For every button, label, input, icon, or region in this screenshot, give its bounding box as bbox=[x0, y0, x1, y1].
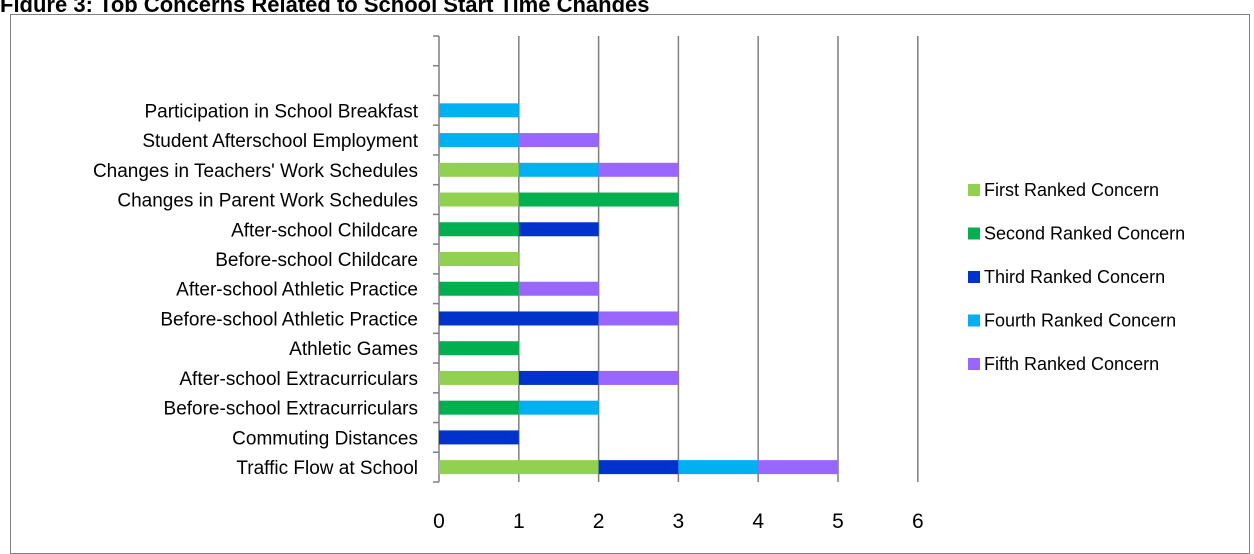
bar-segment bbox=[518, 400, 599, 415]
category-label: After-school Extracurriculars bbox=[179, 369, 418, 390]
bar-segment bbox=[598, 370, 679, 385]
category-label: After-school Athletic Practice bbox=[176, 280, 418, 301]
bar-segment bbox=[439, 162, 519, 177]
bar-segment bbox=[439, 311, 599, 326]
legend-label: Third Ranked Concern bbox=[984, 267, 1165, 287]
legend-label: First Ranked Concern bbox=[984, 180, 1159, 200]
x-tick-label: 5 bbox=[832, 510, 844, 533]
category-label: Before-school Athletic Practice bbox=[160, 309, 418, 330]
category-label: Traffic Flow at School bbox=[236, 458, 418, 479]
bar-segment bbox=[439, 400, 519, 415]
bar-segment bbox=[518, 133, 599, 148]
bar-segment bbox=[439, 133, 519, 148]
legend-swatch bbox=[968, 314, 980, 327]
category-axis bbox=[433, 35, 440, 483]
category-label: Student Afterschool Employment bbox=[142, 131, 418, 152]
legend: First Ranked Concern Second Ranked Concer… bbox=[968, 180, 1185, 374]
x-tick-label: 2 bbox=[593, 510, 605, 533]
bar-segment bbox=[439, 281, 519, 296]
page-title: Figure 3: Top Concerns Related to School… bbox=[0, 0, 1254, 12]
category-label: Athletic Games bbox=[289, 339, 418, 360]
bar-segment bbox=[518, 192, 679, 207]
bar-segment bbox=[439, 341, 519, 356]
bar-segment bbox=[439, 222, 519, 237]
legend-swatch bbox=[968, 358, 980, 370]
bar-segment bbox=[598, 311, 679, 326]
category-label: Participation in School Breakfast bbox=[144, 101, 418, 122]
category-label: Commuting Distances bbox=[232, 428, 418, 449]
legend-swatch bbox=[968, 271, 980, 283]
bar-segment bbox=[518, 370, 599, 385]
category-label: Changes in Teachers' Work Schedules bbox=[93, 161, 418, 182]
bar-segment bbox=[758, 460, 838, 475]
bar-segment bbox=[439, 460, 599, 475]
legend-label: Fifth Ranked Concern bbox=[984, 354, 1159, 374]
x-tick-labels: 0 1 2 3 4 5 6 bbox=[433, 510, 923, 533]
bars bbox=[439, 103, 838, 475]
bar-segment bbox=[439, 192, 519, 207]
legend-label: Second Ranked Concern bbox=[984, 224, 1185, 244]
category-label: Changes in Parent Work Schedules bbox=[117, 191, 418, 212]
bar-segment bbox=[518, 281, 599, 296]
x-tick-label: 4 bbox=[752, 510, 764, 533]
legend-label: Fourth Ranked Concern bbox=[984, 311, 1176, 331]
category-label: Before-school Childcare bbox=[215, 250, 418, 271]
bar-segment bbox=[439, 430, 519, 445]
bar-segment bbox=[439, 103, 519, 118]
x-tick-label: 1 bbox=[513, 510, 525, 533]
legend-swatch bbox=[968, 227, 980, 240]
category-label: Before-school Extracurriculars bbox=[164, 399, 418, 420]
bar-segment bbox=[518, 162, 599, 177]
x-tick-label: 6 bbox=[912, 510, 924, 533]
x-tick-label: 0 bbox=[433, 510, 445, 533]
bar-segment bbox=[598, 162, 679, 177]
bar-segment bbox=[439, 252, 519, 266]
bar-segment bbox=[598, 460, 679, 475]
category-labels: Participation in School Breakfast Student… bbox=[93, 101, 419, 479]
bar-segment bbox=[518, 222, 599, 237]
x-tick-label: 3 bbox=[673, 510, 685, 533]
bar-segment bbox=[678, 460, 759, 475]
legend-swatch bbox=[968, 184, 980, 196]
category-label: After-school Childcare bbox=[231, 220, 418, 241]
bar-segment bbox=[439, 370, 519, 385]
gridlines bbox=[518, 36, 919, 482]
